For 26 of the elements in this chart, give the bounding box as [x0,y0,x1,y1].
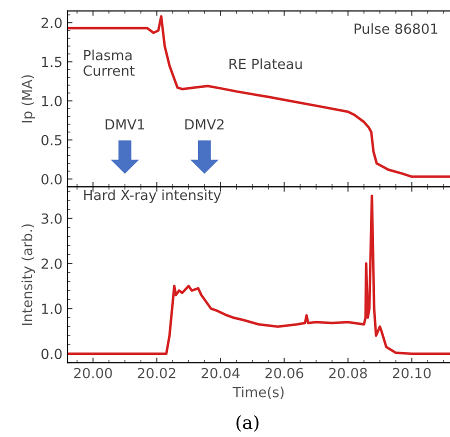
y-tick-label: 2.0 [42,18,62,28]
annotation: Hard X-ray intensity [84,189,221,203]
annotation: DMV2 [185,119,224,130]
annotation: Plasma Current [84,50,135,76]
x-tick-label: 20.08 [329,368,367,378]
x-tick-label: 20.02 [138,368,176,378]
y-tick-label: 1.0 [42,304,62,314]
annotation: Pulse 86801 [354,23,438,34]
line-series [68,15,450,178]
y-tick-label: 0.0 [41,174,62,184]
y-tick-label: 0.5 [41,134,62,146]
annotation: DMV1 [106,119,144,130]
x-axis-title: Time(s) [232,386,284,399]
y-tick-label: 0.0 [41,348,62,360]
y-tick-label: 1.5 [42,56,62,68]
x-tick-label: 20.10 [392,368,431,378]
annotation: RE Plateau [230,58,302,70]
x-tick-label: 20.06 [265,368,304,378]
y-axis-title: Ip (MA) [22,75,35,122]
text: (a) [236,415,258,432]
y-tick-label: 3.0 [42,213,62,224]
x-tick-label: 20.04 [202,368,240,378]
y-axis-title: Intensity (arb.) [22,224,35,325]
y-tick-label: 1.0 [42,96,62,106]
x-tick-label: 20.00 [74,368,112,378]
y-tick-label: 2.0 [42,258,62,269]
